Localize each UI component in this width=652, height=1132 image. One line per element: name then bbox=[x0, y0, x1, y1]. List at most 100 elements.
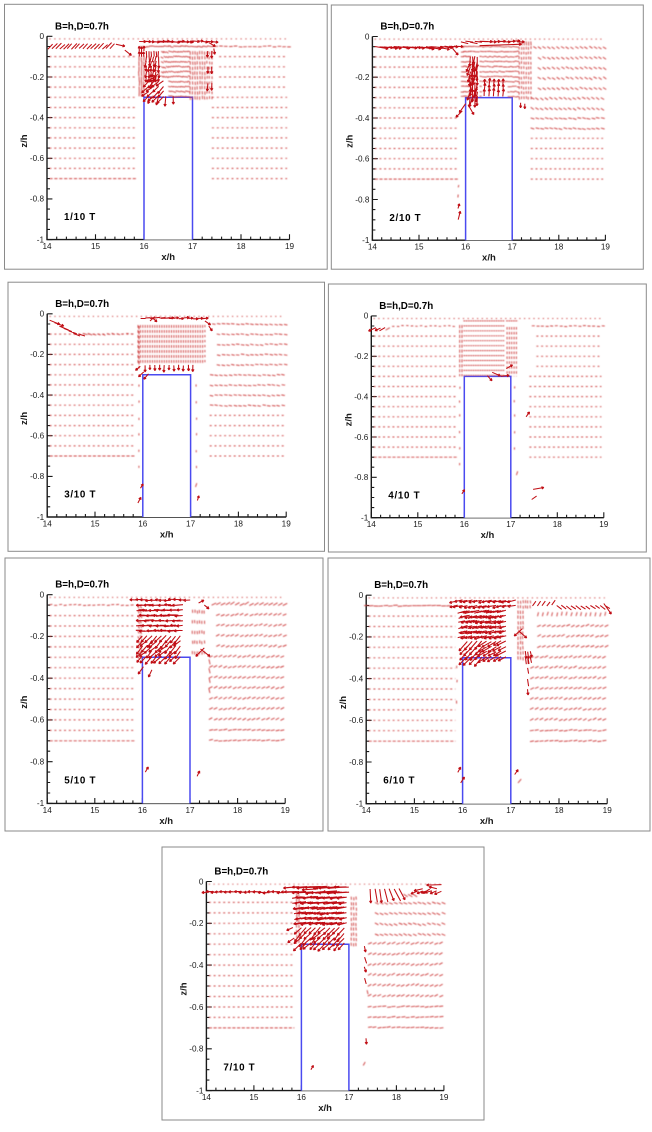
svg-text:18: 18 bbox=[553, 520, 563, 529]
svg-text:B=h,D=0.7h: B=h,D=0.7h bbox=[380, 22, 434, 33]
svg-text:-0.2: -0.2 bbox=[30, 73, 45, 82]
svg-text:14: 14 bbox=[368, 243, 378, 252]
svg-text:B=h,D=0.7h: B=h,D=0.7h bbox=[379, 301, 433, 312]
svg-text:z/h: z/h bbox=[343, 413, 354, 426]
svg-text:19: 19 bbox=[285, 242, 295, 251]
svg-text:14: 14 bbox=[367, 520, 377, 529]
svg-text:z/h: z/h bbox=[178, 982, 189, 995]
svg-text:-0.4: -0.4 bbox=[30, 674, 45, 683]
svg-text:-1: -1 bbox=[356, 800, 364, 809]
svg-text:16: 16 bbox=[458, 806, 468, 815]
svg-text:-0.6: -0.6 bbox=[30, 154, 45, 163]
svg-text:15: 15 bbox=[249, 1093, 259, 1102]
svg-text:-1: -1 bbox=[196, 1086, 204, 1095]
svg-text:17: 17 bbox=[508, 243, 518, 252]
svg-text:5/10 T: 5/10 T bbox=[64, 775, 96, 786]
svg-text:x/h: x/h bbox=[318, 1103, 332, 1114]
svg-text:3/10 T: 3/10 T bbox=[64, 490, 96, 501]
svg-text:-0.2: -0.2 bbox=[355, 73, 370, 82]
svg-text:z/h: z/h bbox=[19, 412, 30, 425]
svg-text:x/h: x/h bbox=[160, 530, 174, 541]
svg-text:-0.6: -0.6 bbox=[349, 716, 364, 725]
svg-text:18: 18 bbox=[392, 1093, 402, 1102]
svg-text:14: 14 bbox=[42, 242, 52, 251]
svg-text:18: 18 bbox=[233, 806, 243, 815]
svg-text:7/10 T: 7/10 T bbox=[223, 1063, 255, 1074]
svg-text:14: 14 bbox=[43, 520, 53, 529]
svg-text:-0.2: -0.2 bbox=[354, 352, 369, 361]
svg-text:B=h,D=0.7h: B=h,D=0.7h bbox=[214, 867, 268, 878]
svg-text:19: 19 bbox=[281, 806, 291, 815]
svg-text:17: 17 bbox=[185, 806, 195, 815]
svg-text:18: 18 bbox=[234, 520, 244, 529]
svg-text:4/10 T: 4/10 T bbox=[388, 491, 420, 502]
svg-text:-0.8: -0.8 bbox=[355, 195, 370, 204]
svg-text:z/h: z/h bbox=[344, 135, 355, 148]
svg-text:-0.4: -0.4 bbox=[189, 961, 204, 970]
svg-text:15: 15 bbox=[90, 806, 100, 815]
svg-text:6/10 T: 6/10 T bbox=[383, 776, 415, 787]
svg-text:16: 16 bbox=[138, 806, 148, 815]
svg-text:-0.2: -0.2 bbox=[189, 919, 204, 928]
svg-text:x/h: x/h bbox=[482, 253, 496, 264]
svg-text:16: 16 bbox=[460, 520, 470, 529]
svg-text:x/h: x/h bbox=[481, 530, 495, 541]
svg-text:B=h,D=0.7h: B=h,D=0.7h bbox=[55, 299, 109, 310]
svg-text:0: 0 bbox=[199, 877, 204, 886]
svg-text:0: 0 bbox=[364, 312, 369, 321]
svg-text:18: 18 bbox=[554, 806, 564, 815]
svg-text:-0.4: -0.4 bbox=[30, 113, 45, 122]
svg-text:16: 16 bbox=[139, 242, 149, 251]
svg-text:-0.8: -0.8 bbox=[349, 758, 364, 767]
svg-text:x/h: x/h bbox=[161, 252, 175, 263]
svg-text:-0.8: -0.8 bbox=[30, 472, 45, 481]
svg-text:0: 0 bbox=[40, 591, 45, 600]
svg-text:-0.4: -0.4 bbox=[355, 114, 370, 123]
svg-text:-0.6: -0.6 bbox=[355, 155, 370, 164]
svg-text:-1: -1 bbox=[361, 514, 369, 523]
svg-text:17: 17 bbox=[506, 806, 516, 815]
svg-text:B=h,D=0.7h: B=h,D=0.7h bbox=[55, 21, 109, 32]
svg-text:-0.6: -0.6 bbox=[30, 432, 45, 441]
svg-text:-0.8: -0.8 bbox=[30, 758, 45, 767]
svg-text:z/h: z/h bbox=[338, 696, 349, 709]
svg-text:0: 0 bbox=[39, 32, 44, 41]
svg-text:0: 0 bbox=[365, 32, 370, 41]
svg-text:17: 17 bbox=[186, 520, 196, 529]
svg-text:-0.6: -0.6 bbox=[354, 433, 369, 442]
svg-text:15: 15 bbox=[91, 242, 101, 251]
svg-text:-1: -1 bbox=[37, 513, 45, 522]
svg-text:19: 19 bbox=[439, 1093, 449, 1102]
svg-text:2/10 T: 2/10 T bbox=[389, 213, 421, 224]
svg-text:16: 16 bbox=[138, 520, 148, 529]
svg-text:-0.2: -0.2 bbox=[349, 633, 364, 642]
svg-text:18: 18 bbox=[554, 243, 564, 252]
svg-text:15: 15 bbox=[90, 520, 100, 529]
svg-text:-0.8: -0.8 bbox=[189, 1045, 204, 1054]
svg-text:0: 0 bbox=[40, 310, 45, 319]
svg-text:17: 17 bbox=[188, 242, 198, 251]
svg-text:19: 19 bbox=[601, 243, 611, 252]
svg-text:17: 17 bbox=[344, 1093, 354, 1102]
svg-text:15: 15 bbox=[413, 520, 423, 529]
svg-text:19: 19 bbox=[282, 520, 292, 529]
svg-text:-0.8: -0.8 bbox=[30, 195, 45, 204]
svg-text:-0.6: -0.6 bbox=[189, 1003, 204, 1012]
svg-text:-1: -1 bbox=[37, 235, 45, 244]
svg-text:14: 14 bbox=[202, 1093, 212, 1102]
svg-text:-0.2: -0.2 bbox=[30, 632, 45, 641]
svg-text:15: 15 bbox=[414, 243, 424, 252]
svg-text:z/h: z/h bbox=[19, 695, 30, 708]
svg-text:-0.4: -0.4 bbox=[30, 391, 45, 400]
svg-text:19: 19 bbox=[599, 520, 609, 529]
svg-text:0: 0 bbox=[359, 591, 364, 600]
svg-text:x/h: x/h bbox=[159, 816, 173, 827]
svg-text:-0.8: -0.8 bbox=[354, 473, 369, 482]
svg-text:17: 17 bbox=[506, 520, 516, 529]
svg-text:14: 14 bbox=[362, 806, 372, 815]
svg-text:-0.4: -0.4 bbox=[354, 392, 369, 401]
svg-text:B=h,D=0.7h: B=h,D=0.7h bbox=[374, 580, 428, 591]
svg-text:z/h: z/h bbox=[19, 134, 30, 147]
svg-text:1/10 T: 1/10 T bbox=[64, 212, 96, 223]
svg-text:16: 16 bbox=[297, 1093, 307, 1102]
